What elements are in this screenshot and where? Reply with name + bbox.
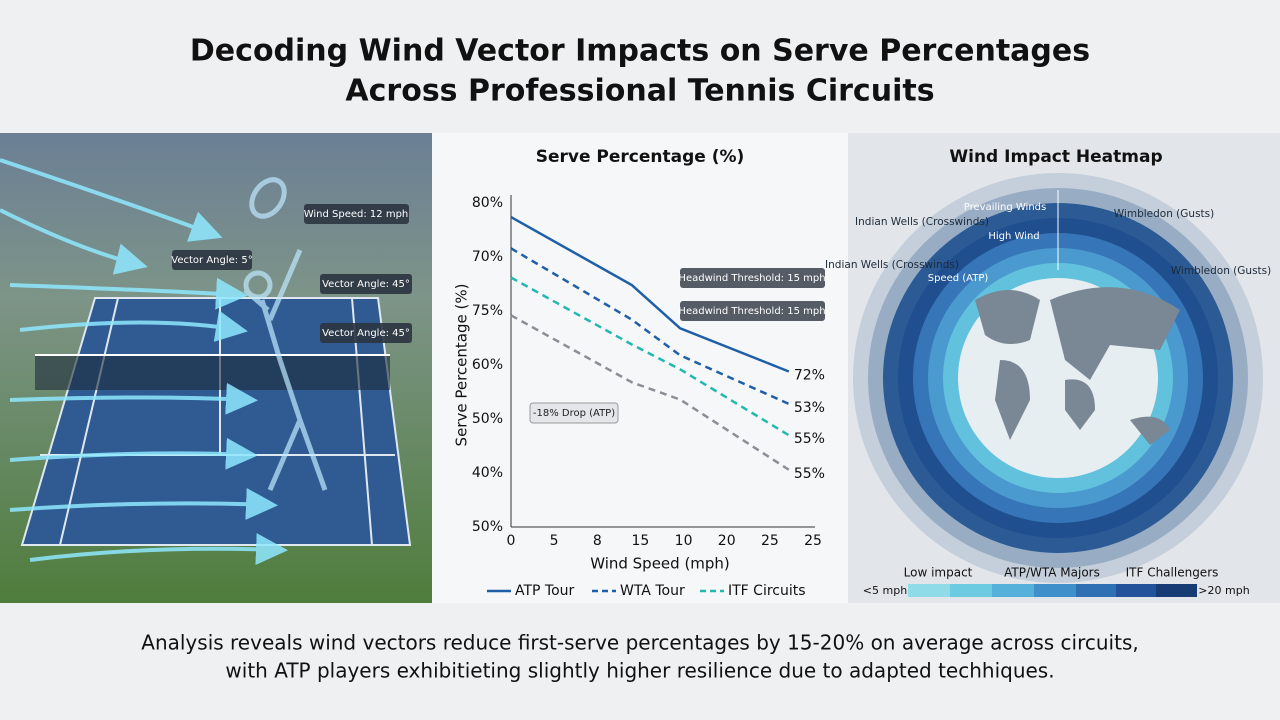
annotation: Vector Angle: 45°: [322, 279, 410, 290]
legend-label: Low impact: [904, 566, 973, 580]
x-tick-label: 25: [761, 533, 779, 549]
map-label: Wimbledon (Gusts): [1114, 208, 1214, 220]
series-line: [510, 215, 790, 373]
end-label: 53%: [794, 400, 825, 416]
x-tick-label: 20: [718, 533, 736, 549]
map-label: Indian Wells (Crosswinds): [825, 259, 959, 271]
y-tick-label: 60%: [472, 357, 503, 373]
x-tick-label: 25: [804, 533, 822, 549]
player: [243, 177, 328, 491]
line-chart: Serve Percentage (%) Serve Percentage (%…: [432, 133, 848, 603]
x-axis-title: Wind Speed (mph): [590, 555, 730, 573]
y-tick-label: 50%: [472, 411, 503, 427]
y-tick-label: 50%: [472, 519, 503, 535]
map-label: Prevailing Winds: [964, 202, 1047, 213]
legend-label: ITF Challengers: [1126, 566, 1219, 580]
y-tick-label: 75%: [472, 303, 503, 319]
map-label: High Wind: [988, 231, 1039, 242]
legend-min: <5 mph: [863, 584, 907, 597]
color-scale: [908, 584, 1197, 597]
annotation: Headwind Threshold: 15 mph: [678, 306, 825, 317]
y-axis-title: Serve Percentage (%): [453, 284, 471, 447]
series-line: [510, 314, 790, 471]
annotation: Vector Angle: 45°: [322, 328, 410, 339]
title: Across Professional Tennis Circuits: [345, 74, 934, 109]
x-tick-label: 8: [593, 533, 602, 549]
annotation: Headwind Threshold: 15 mph: [678, 273, 825, 284]
illustration: Wind Speed: 12 mph Vector Angle: 5° Vect…: [0, 133, 432, 603]
legend-label: ITF Circuits: [728, 583, 806, 599]
annotation: Vector Angle: 5°: [171, 255, 252, 266]
x-tick-label: 10: [675, 533, 693, 549]
heatmap: Wind Impact Heatmap Prevailing Winds Hig…: [825, 133, 1280, 603]
annotation: -18% Drop (ATP): [533, 408, 615, 419]
end-label: 55%: [794, 431, 825, 447]
world-map: [975, 287, 1180, 445]
y-tick-label: 70%: [472, 249, 503, 265]
x-tick-label: 0: [507, 533, 516, 549]
map-label: Wimbledon (Gusts): [1171, 265, 1271, 277]
legend-label: WTA Tour: [620, 583, 685, 599]
title: Decoding Wind Vector Impacts on Serve Pe…: [190, 34, 1090, 69]
heatmap-title: Wind Impact Heatmap: [949, 147, 1162, 167]
y-tick-label: 40%: [472, 465, 503, 481]
map-label: Indian Wells (Crosswinds): [855, 216, 989, 228]
legend-label: ATP/WTA Majors: [1004, 566, 1100, 580]
end-label: 72%: [794, 367, 825, 383]
caption: with ATP players exhibitieting slightly …: [225, 659, 1054, 683]
chart-title: Serve Percentage (%): [536, 147, 745, 167]
y-tick-label: 80%: [472, 195, 503, 211]
series-line: [510, 247, 790, 406]
net: [35, 355, 390, 390]
map-label: Speed (ATP): [928, 273, 989, 284]
legend-label: ATP Tour: [515, 583, 575, 599]
annotation: Wind Speed: 12 mph: [304, 209, 409, 220]
series-line: [510, 276, 790, 437]
x-tick-label: 5: [550, 533, 559, 549]
caption: Analysis reveals wind vectors reduce fir…: [141, 631, 1138, 655]
end-label: 55%: [794, 466, 825, 482]
legend-max: >20 mph: [1198, 584, 1249, 597]
x-tick-label: 15: [632, 533, 650, 549]
